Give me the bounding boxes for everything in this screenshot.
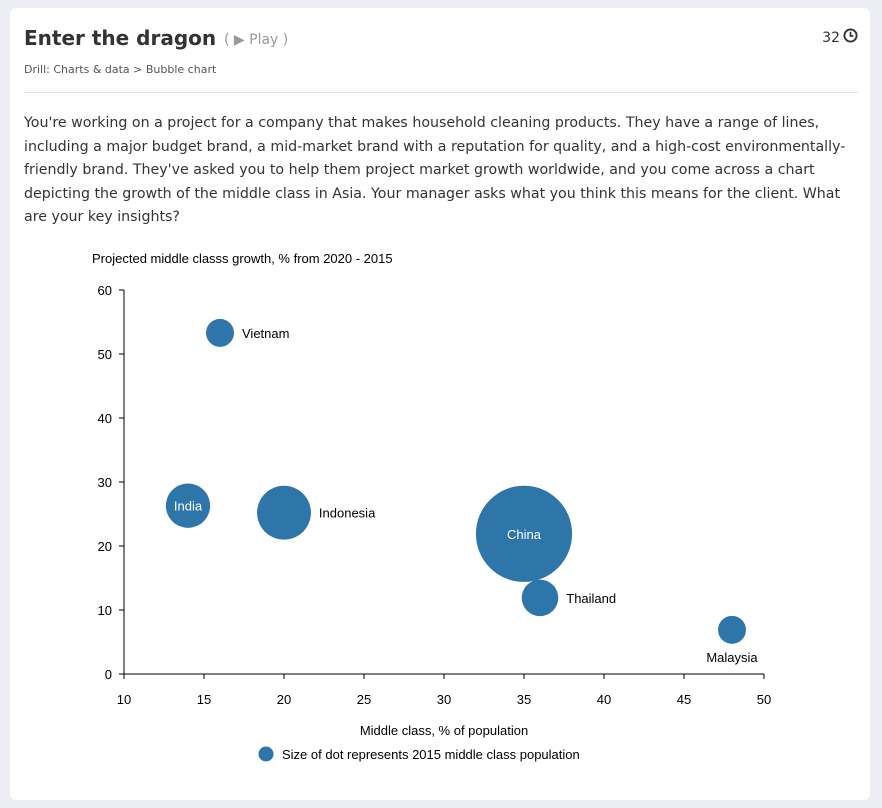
- y-tick-label: 50: [98, 347, 112, 362]
- question-prompt: You're working on a project for a compan…: [24, 115, 846, 225]
- page-title: Enter the dragon: [24, 26, 217, 50]
- chart-title: Projected middle classs growth, % from 2…: [92, 251, 393, 266]
- x-tick-label: 35: [517, 692, 531, 707]
- play-button[interactable]: ( ▶ Play ): [224, 32, 289, 48]
- bubble-label: Indonesia: [319, 506, 376, 521]
- breadcrumb: Drill: Charts & data > Bubble chart: [24, 63, 217, 76]
- x-tick-label: 15: [197, 692, 211, 707]
- x-tick-label: 20: [277, 692, 291, 707]
- bubble-thailand: [521, 579, 559, 617]
- bubble-vietnam: [206, 318, 234, 347]
- timer-value: 32: [822, 29, 840, 46]
- divider: [24, 92, 858, 93]
- y-tick-label: 30: [98, 475, 112, 490]
- y-tick-label: 20: [98, 539, 112, 554]
- y-tick-label: 10: [98, 603, 112, 618]
- x-tick-label: 40: [597, 692, 611, 707]
- legend-marker: [258, 746, 274, 762]
- x-tick-label: 50: [757, 692, 771, 707]
- clock-icon: [843, 28, 858, 47]
- bubble-label: India: [174, 499, 203, 514]
- drill-card: Enter the dragon ( ▶ Play ) 32 Drill: Ch…: [10, 8, 870, 800]
- y-tick-label: 40: [98, 411, 112, 426]
- x-tick-label: 10: [117, 692, 131, 707]
- bubble-label: Thailand: [566, 591, 616, 606]
- x-tick-label: 30: [437, 692, 451, 707]
- bubble-china: [475, 485, 573, 582]
- bubble-india: [165, 483, 211, 528]
- y-tick-label: 60: [98, 283, 112, 298]
- x-tick-label: 45: [677, 692, 691, 707]
- x-axis-label: Middle class, % of population: [360, 723, 528, 738]
- bubble-label: Malaysia: [706, 650, 758, 665]
- legend-label: Size of dot represents 2015 middle class…: [282, 747, 580, 762]
- bubble-indonesia: [257, 485, 311, 540]
- y-tick-label: 0: [105, 667, 112, 682]
- timer: 32: [822, 28, 858, 47]
- bubble-malaysia: [718, 615, 746, 644]
- x-tick-label: 25: [357, 692, 371, 707]
- bubble-label: Vietnam: [242, 326, 289, 341]
- bubble-label: China: [507, 527, 542, 542]
